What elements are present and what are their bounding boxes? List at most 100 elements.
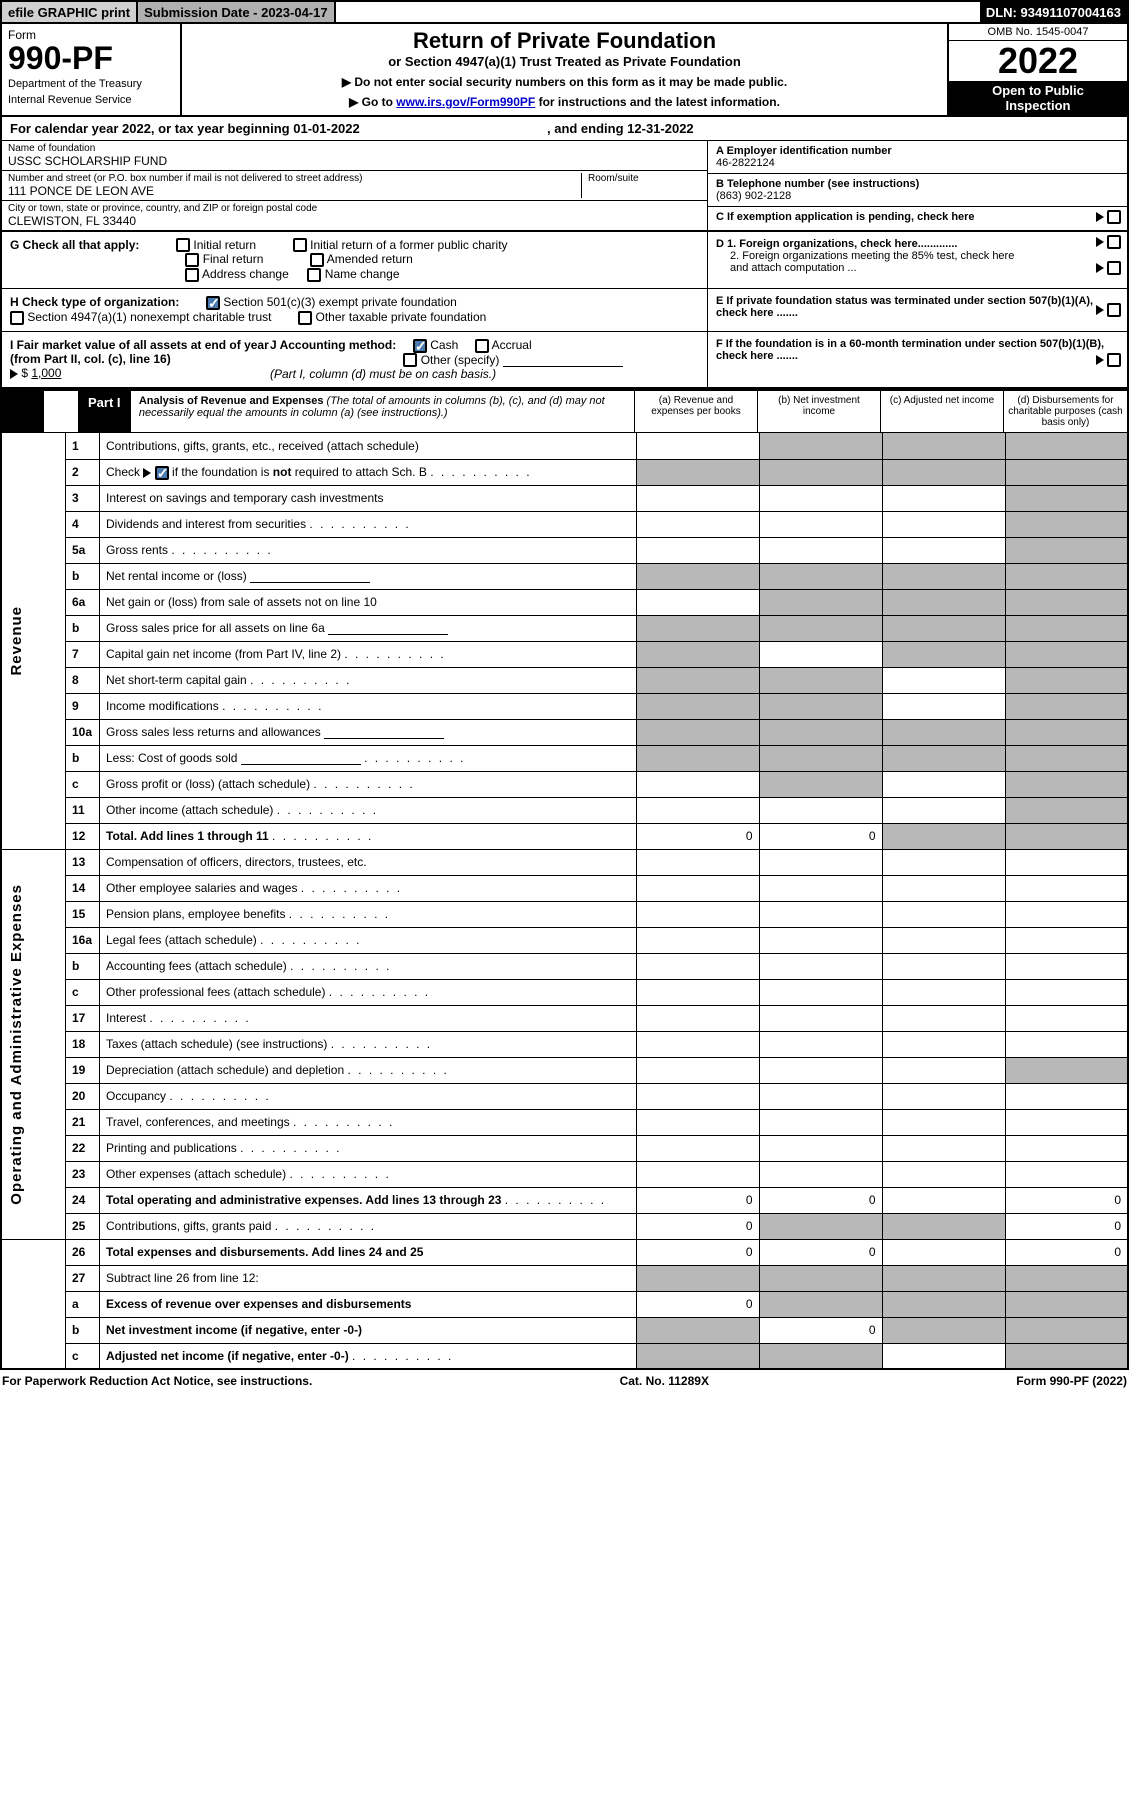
cell-d xyxy=(1005,1031,1128,1057)
cell-a xyxy=(636,537,759,563)
checkbox-c[interactable] xyxy=(1107,210,1121,224)
table-row: cOther professional fees (attach schedul… xyxy=(1,979,1128,1005)
checkbox-sch-b[interactable] xyxy=(155,466,169,480)
checkbox-name-change[interactable] xyxy=(307,268,321,282)
cell-a xyxy=(636,849,759,875)
cell-a xyxy=(636,1317,759,1343)
table-row: 6aNet gain or (loss) from sale of assets… xyxy=(1,589,1128,615)
cell-b: 0 xyxy=(759,1187,882,1213)
cell-c xyxy=(882,927,1005,953)
line-desc: Pension plans, employee benefits xyxy=(100,901,637,927)
cell-c xyxy=(882,771,1005,797)
table-row: bNet investment income (if negative, ent… xyxy=(1,1317,1128,1343)
checkbox-final-return[interactable] xyxy=(185,253,199,267)
checkbox-initial-return[interactable] xyxy=(176,238,190,252)
dln-label: DLN: 93491107004163 xyxy=(980,2,1127,22)
cell-b xyxy=(759,1343,882,1369)
line-number: b xyxy=(66,953,100,979)
cell-a xyxy=(636,1005,759,1031)
cell-b xyxy=(759,927,882,953)
checkbox-other-method[interactable] xyxy=(403,353,417,367)
cell-c xyxy=(882,511,1005,537)
phone-value: (863) 902-2128 xyxy=(716,190,791,202)
checkbox-e[interactable] xyxy=(1107,303,1121,317)
submission-date: Submission Date - 2023-04-17 xyxy=(138,2,336,22)
cell-c xyxy=(882,1109,1005,1135)
cell-d xyxy=(1005,459,1128,485)
table-row: bLess: Cost of goods sold xyxy=(1,745,1128,771)
cell-c xyxy=(882,1135,1005,1161)
checkbox-501c3[interactable] xyxy=(206,296,220,310)
table-row: 9Income modifications xyxy=(1,693,1128,719)
cell-b xyxy=(759,537,882,563)
cell-d xyxy=(1005,1343,1128,1369)
line-desc: Total. Add lines 1 through 11 xyxy=(100,823,637,849)
cell-c xyxy=(882,719,1005,745)
footer-row: For Paperwork Reduction Act Notice, see … xyxy=(0,1370,1129,1392)
line-number: 26 xyxy=(66,1239,100,1265)
cell-b xyxy=(759,979,882,1005)
cell-a xyxy=(636,745,759,771)
form-number: 990-PF xyxy=(8,42,174,74)
checkbox-d2[interactable] xyxy=(1107,261,1121,275)
table-row: 2Check if the foundation is not required… xyxy=(1,459,1128,485)
table-row: 23Other expenses (attach schedule) xyxy=(1,1161,1128,1187)
cell-a xyxy=(636,615,759,641)
table-row: 17Interest xyxy=(1,1005,1128,1031)
cell-a xyxy=(636,459,759,485)
cell-c xyxy=(882,485,1005,511)
cell-b xyxy=(759,1213,882,1239)
cell-b: 0 xyxy=(759,1317,882,1343)
cell-d xyxy=(1005,901,1128,927)
checkbox-address-change[interactable] xyxy=(185,268,199,282)
table-row: aExcess of revenue over expenses and dis… xyxy=(1,1291,1128,1317)
cell-d xyxy=(1005,563,1128,589)
checkbox-4947[interactable] xyxy=(10,311,24,325)
side-label-opex: Operating and Administrative Expenses xyxy=(8,884,25,1205)
cell-d xyxy=(1005,771,1128,797)
table-row: 12Total. Add lines 1 through 11 00 xyxy=(1,823,1128,849)
line-desc: Interest xyxy=(100,1005,637,1031)
cell-d xyxy=(1005,433,1128,459)
irs-link[interactable]: www.irs.gov/Form990PF xyxy=(396,95,535,109)
cell-d xyxy=(1005,745,1128,771)
cell-b xyxy=(759,1161,882,1187)
cell-c xyxy=(882,745,1005,771)
checkbox-d1[interactable] xyxy=(1107,235,1121,249)
cell-c xyxy=(882,459,1005,485)
cell-d xyxy=(1005,589,1128,615)
line-number: 24 xyxy=(66,1187,100,1213)
cell-c xyxy=(882,563,1005,589)
line-desc: Other professional fees (attach schedule… xyxy=(100,979,637,1005)
checkbox-other-taxable[interactable] xyxy=(298,311,312,325)
cell-b xyxy=(759,901,882,927)
exemption-pending-cell: C If exemption application is pending, c… xyxy=(708,207,1127,227)
foundation-name: USSC SCHOLARSHIP FUND xyxy=(8,154,701,168)
other-specify-input[interactable] xyxy=(503,353,623,367)
cell-d xyxy=(1005,537,1128,563)
cell-c xyxy=(882,589,1005,615)
line-desc: Subtract line 26 from line 12: xyxy=(100,1265,637,1291)
part1-table: Revenue1Contributions, gifts, grants, et… xyxy=(0,433,1129,1370)
line-desc: Printing and publications xyxy=(100,1135,637,1161)
arrow-icon xyxy=(10,369,18,379)
line-desc: Capital gain net income (from Part IV, l… xyxy=(100,641,637,667)
line-number: 19 xyxy=(66,1057,100,1083)
cell-c xyxy=(882,1005,1005,1031)
checkbox-f[interactable] xyxy=(1107,353,1121,367)
line-number: c xyxy=(66,771,100,797)
cell-a xyxy=(636,1265,759,1291)
line-number: 21 xyxy=(66,1109,100,1135)
part1-header: Part I Analysis of Revenue and Expenses … xyxy=(0,389,1129,433)
cell-b xyxy=(759,615,882,641)
tax-year: 2022 xyxy=(949,41,1127,81)
cell-c xyxy=(882,1083,1005,1109)
cell-b: 0 xyxy=(759,823,882,849)
checkbox-amended[interactable] xyxy=(310,253,324,267)
cell-d: 0 xyxy=(1005,1239,1128,1265)
checkbox-accrual[interactable] xyxy=(475,339,489,353)
checkbox-cash[interactable] xyxy=(413,339,427,353)
header-right: OMB No. 1545-0047 2022 Open to Public In… xyxy=(947,24,1127,115)
checkbox-initial-former[interactable] xyxy=(293,238,307,252)
cell-c xyxy=(882,667,1005,693)
